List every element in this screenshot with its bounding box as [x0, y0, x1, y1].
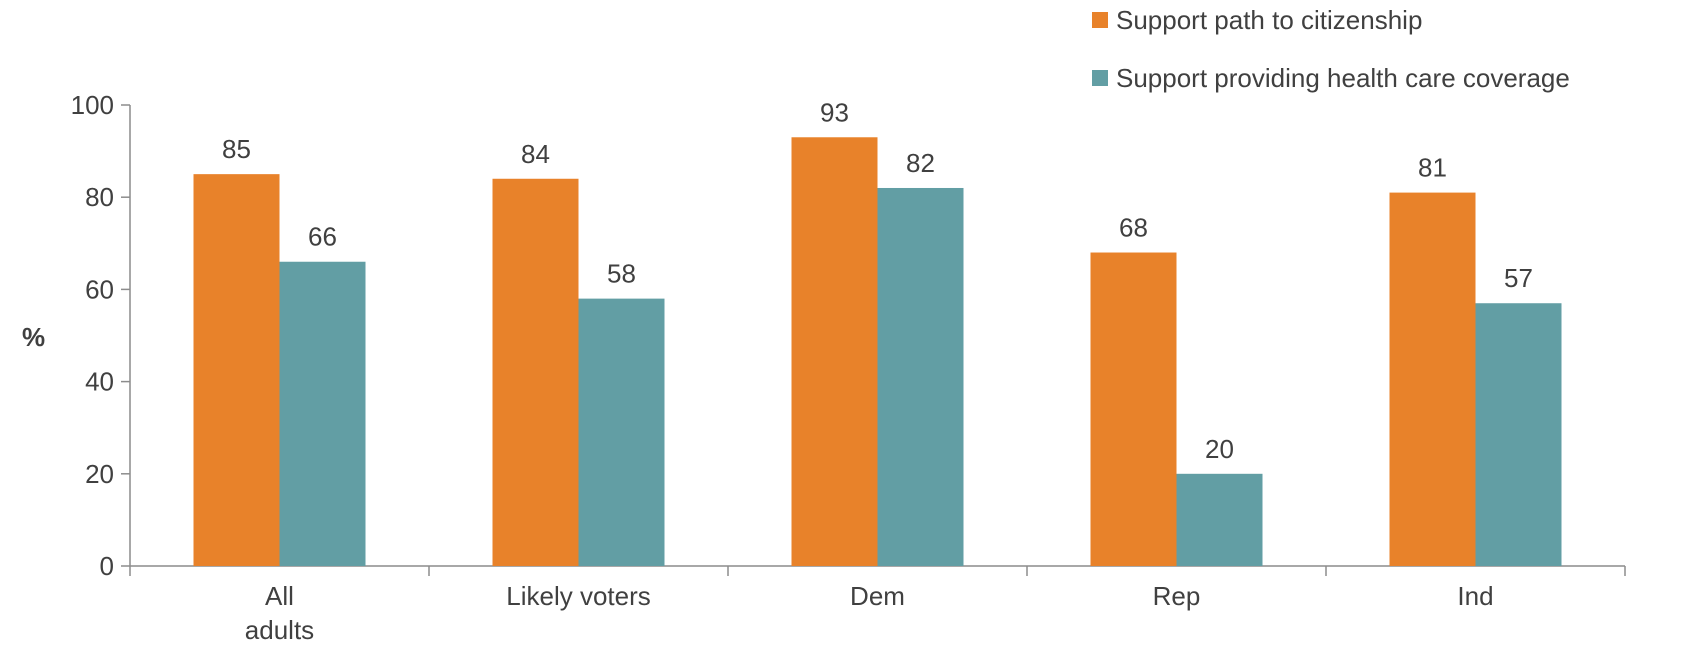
x-tick-label: Ind — [1457, 581, 1493, 611]
bar — [877, 187, 964, 567]
legend-entry: Support path to citizenship — [1116, 5, 1422, 35]
y-axis: 0 20 40 60 80 100 — [71, 90, 131, 581]
bar — [1090, 252, 1177, 566]
data-label: 84 — [521, 139, 550, 169]
data-label: 82 — [906, 148, 935, 178]
y-tick-label: 0 — [100, 551, 114, 581]
x-tick-label: Dem — [850, 581, 905, 611]
x-tick-label: All adults — [245, 581, 314, 645]
bar-labels: 85 66 84 58 93 82 68 20 81 57 — [222, 97, 1533, 464]
x-tick-label: Rep — [1153, 581, 1201, 611]
data-label: 66 — [308, 222, 337, 252]
x-axis: All adults Likely voters Dem Rep Ind — [129, 565, 1626, 645]
bar — [193, 174, 280, 566]
data-label: 85 — [222, 134, 251, 164]
legend-swatch — [1092, 12, 1108, 28]
legend: Support path to citizenship Support provi… — [1092, 5, 1570, 93]
y-tick-label: 80 — [85, 182, 114, 212]
bar — [492, 178, 579, 566]
y-tick-label: 100 — [71, 90, 114, 120]
data-label: 57 — [1504, 263, 1533, 293]
y-tick-label: 40 — [85, 367, 114, 397]
bar — [1475, 303, 1562, 566]
x-tick-label: Likely voters — [506, 581, 651, 611]
bars — [193, 137, 1562, 567]
y-tick-label: 20 — [85, 459, 114, 489]
y-axis-label: % — [22, 322, 45, 352]
bar — [791, 137, 878, 566]
bar — [279, 261, 366, 566]
y-tick-label: 60 — [85, 274, 114, 304]
bar — [578, 298, 665, 566]
data-label: 58 — [607, 259, 636, 289]
data-label: 93 — [820, 97, 849, 127]
legend-entry: Support providing health care coverage — [1116, 63, 1570, 93]
data-label: 68 — [1119, 213, 1148, 243]
data-label: 20 — [1205, 434, 1234, 464]
bar — [1176, 473, 1263, 566]
data-label: 81 — [1418, 153, 1447, 183]
legend-swatch — [1092, 70, 1108, 86]
bar — [1389, 192, 1476, 566]
